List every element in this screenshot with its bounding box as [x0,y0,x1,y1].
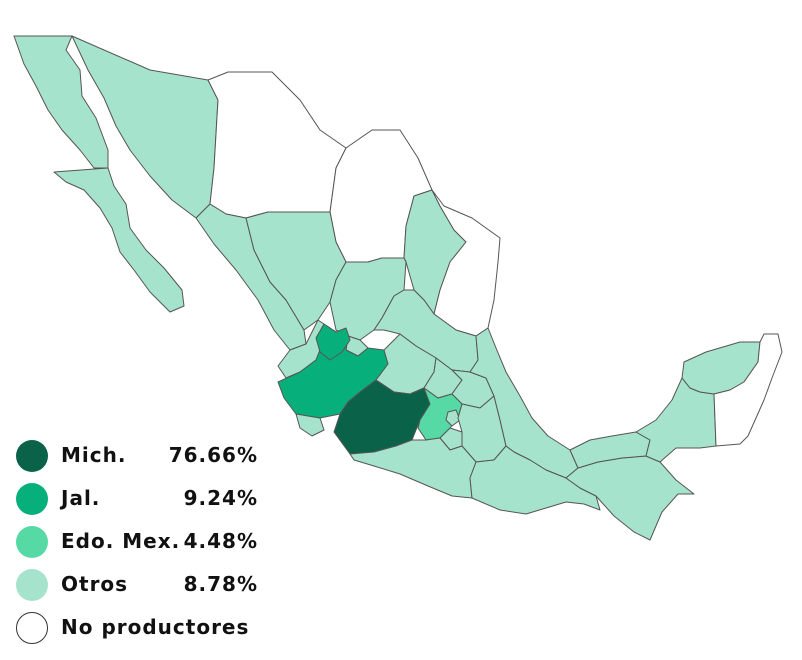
legend-label-mich: Mich. [61,443,127,467]
state-chihuahua [207,71,347,219]
legend-item-jal: Jal. 9.24% [16,483,276,519]
legend-label-jal: Jal. [61,486,101,510]
state-baja-california-sur [53,167,185,313]
state-quintana-roo [713,333,783,447]
state-colima [295,413,325,437]
state-chiapas [565,455,695,541]
legend-item-no-productores: No productores [16,612,276,648]
state-jalisco-north [315,323,351,361]
legend-item-edomex: Edo. Mex. 4.48% [16,526,276,562]
legend-item-mich: Mich. 76.66% [16,440,276,476]
state-cdmx [445,409,461,427]
legend-label-edomex: Edo. Mex. [61,529,181,553]
legend-swatch-edomex [16,526,48,558]
legend-swatch-otros [16,569,48,601]
legend-value-mich: 76.66% [168,443,258,467]
legend-value-jal: 9.24% [183,486,258,510]
legend-value-edomex: 4.48% [183,529,258,553]
legend-value-otros: 8.78% [183,572,258,596]
legend-label-no-productores: No productores [61,615,250,639]
legend-swatch-jal [16,483,48,515]
legend-swatch-mich [16,440,48,472]
legend-item-otros: Otros 8.78% [16,569,276,605]
legend-swatch-no-productores [16,612,48,644]
legend-label-otros: Otros [61,572,129,596]
